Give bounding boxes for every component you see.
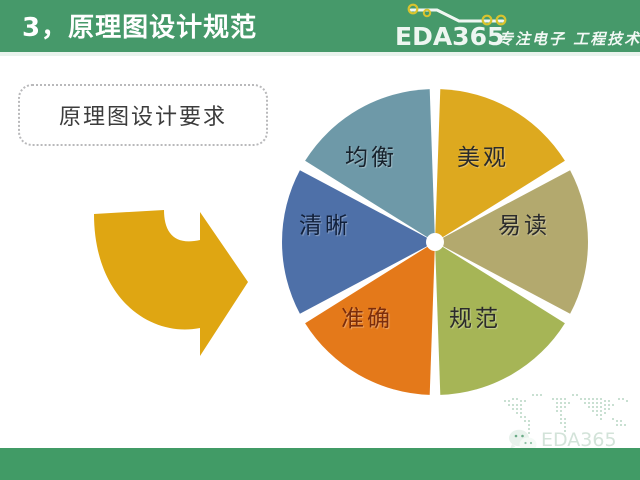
- eda365-logo: EDA365 专注电子 工程技术: [395, 2, 639, 52]
- pie-label-qingxi: 清晰: [299, 213, 351, 239]
- curved-arrow: [88, 186, 258, 361]
- footer-bar: [0, 448, 640, 480]
- logo-wordmark: EDA365: [395, 22, 505, 51]
- header-bar: [0, 0, 640, 52]
- pie-slice-zhunque[interactable]: [305, 242, 435, 395]
- callout-box: 原理图设计要求: [18, 84, 268, 146]
- pie-chart-svg: [282, 89, 588, 395]
- curved-arrow-icon: [94, 210, 248, 356]
- pie-label-guifan: 规范: [449, 306, 501, 332]
- wechat-brand-label: EDA365: [541, 429, 617, 451]
- logo-tagline: 专注电子 工程技术: [498, 30, 640, 48]
- pie-segments: [282, 89, 588, 395]
- page-title: 3，原理图设计规范: [22, 13, 258, 43]
- pcb-trace-icon: [407, 3, 507, 26]
- pie-slice-junheng[interactable]: [305, 89, 435, 242]
- pie-center-hub: [426, 233, 444, 251]
- pie-wheel: 美观 易读 规范 准确 清晰 均衡: [277, 84, 593, 400]
- pie-label-yidu: 易读: [498, 213, 550, 239]
- pie-slice-meiguan[interactable]: [435, 89, 565, 242]
- callout-label: 原理图设计要求: [58, 105, 227, 130]
- header-underline: [0, 52, 640, 56]
- dotted-world-map-icon: [504, 394, 628, 434]
- pie-label-zhunque: 准确: [341, 306, 393, 332]
- pie-slice-yidu[interactable]: [435, 170, 588, 314]
- pie-label-junheng: 均衡: [345, 145, 397, 171]
- pie-slice-guifan[interactable]: [435, 242, 565, 395]
- pie-slice-qingxi[interactable]: [282, 170, 435, 314]
- pie-label-meiguan: 美观: [457, 145, 509, 171]
